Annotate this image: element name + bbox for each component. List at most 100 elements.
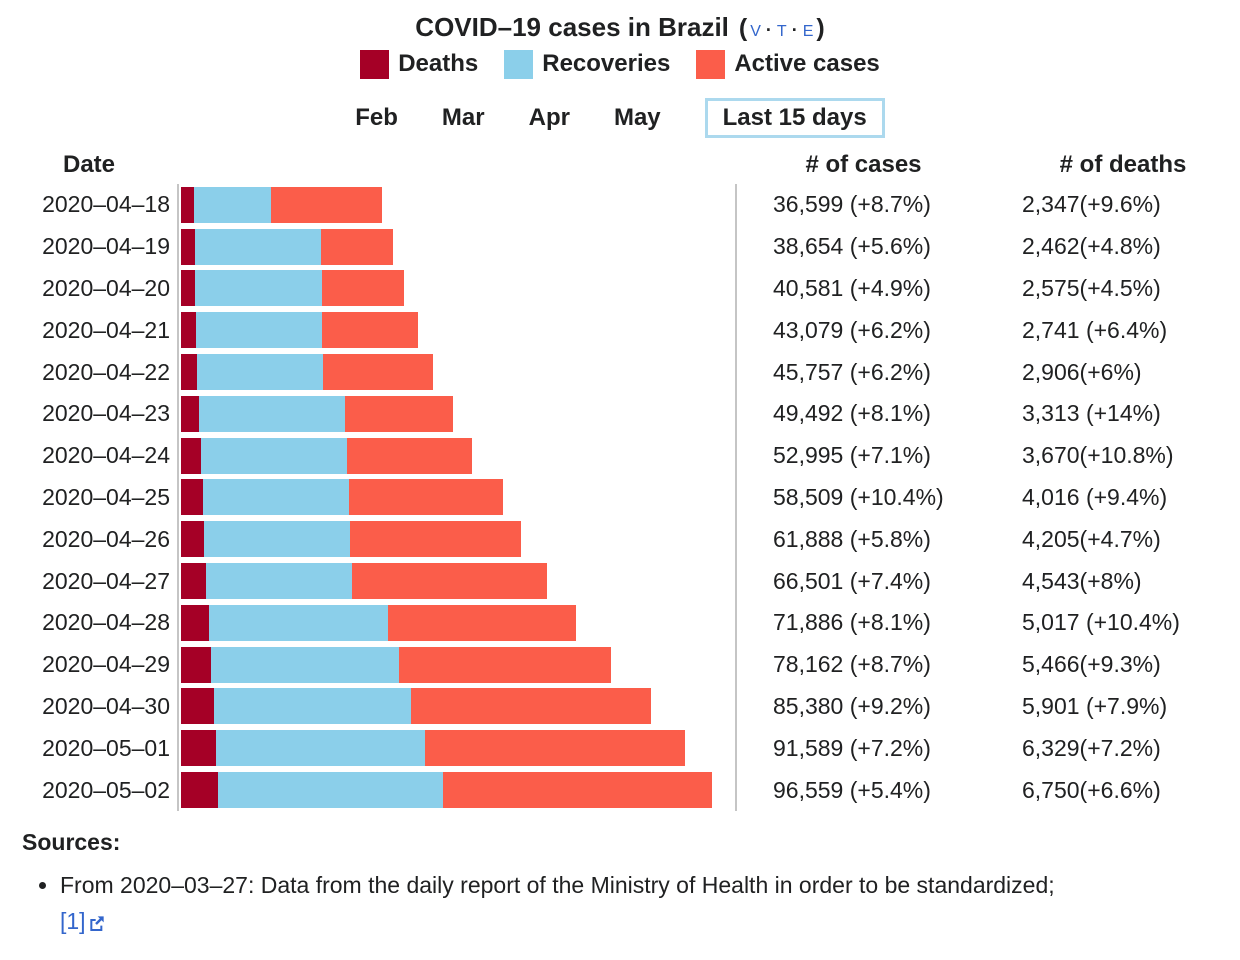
cases-cell: 71,886 (+8.1%): [773, 609, 931, 636]
deaths-segment: [181, 688, 214, 725]
chart-legend: Deaths Recoveries Active cases: [0, 46, 1240, 82]
row-date: 2020–04–24: [42, 442, 170, 469]
table-row: 2020–04–19 38,654 (+5.6%) 2,462(+4.8%): [0, 226, 1240, 268]
cases-cell: 61,888 (+5.8%): [773, 525, 931, 552]
tab-may[interactable]: May: [613, 104, 661, 131]
title-row: COVID–19 cases in Brazil (v · t · e): [0, 10, 1240, 44]
legend-item-deaths: Deaths: [360, 49, 479, 79]
cases-bar: [181, 730, 737, 767]
deaths-segment: [181, 772, 219, 809]
table-row: 2020–04–28 71,886 (+8.1%) 5,017 (+10.4%): [0, 602, 1240, 644]
deaths-cell: 5,017 (+10.4%): [1022, 609, 1180, 636]
cases-bar: [181, 395, 737, 432]
column-header-cases: # of cases: [805, 151, 922, 178]
deaths-cell: 2,462(+4.8%): [1022, 233, 1161, 260]
table-row: 2020–04–21 43,079 (+6.2%) 2,741 (+6.4%): [0, 309, 1240, 351]
sources-heading: Sources:: [22, 828, 121, 855]
chart-title: COVID–19 cases in Brazil: [415, 12, 729, 42]
active-segment: [270, 186, 383, 223]
recoveries-segment: [201, 437, 348, 474]
row-date: 2020–04–30: [42, 692, 170, 719]
row-date: 2020–04–27: [42, 567, 170, 594]
active-segment: [387, 604, 577, 641]
cases-bar: [181, 563, 737, 600]
active-segment: [320, 228, 394, 265]
deaths-segment: [181, 730, 216, 767]
tab-feb[interactable]: Feb: [355, 104, 398, 131]
source-item: From 2020–03–27: Data from the daily rep…: [60, 867, 1240, 939]
recoveries-segment: [194, 228, 321, 265]
table-row: 2020–04–23 49,492 (+8.1%) 3,313 (+14%): [0, 393, 1240, 435]
cases-cell: 45,757 (+6.2%): [773, 358, 931, 385]
cases-cell: 96,559 (+5.4%): [773, 776, 931, 803]
external-link-icon: [89, 916, 104, 931]
row-date: 2020–04–25: [42, 483, 170, 510]
sources-list: From 2020–03–27: Data from the daily rep…: [22, 867, 1240, 939]
deaths-cell: 5,901 (+7.9%): [1022, 692, 1168, 719]
deaths-cell: 2,575(+4.5%): [1022, 274, 1161, 301]
row-date: 2020–04–19: [42, 233, 170, 260]
recoveries-segment: [211, 646, 399, 683]
row-date: 2020–04–18: [42, 191, 170, 218]
active-segment: [347, 437, 473, 474]
cases-table: Date # of cases # of deaths 2020–04–18 3…: [0, 150, 1240, 811]
cases-cell: 58,509 (+10.4%): [773, 483, 944, 510]
cases-bar: [181, 521, 737, 558]
row-date: 2020–04–20: [42, 274, 170, 301]
tab-apr[interactable]: Apr: [528, 104, 570, 131]
deaths-segment: [181, 604, 209, 641]
tab-last-15-days[interactable]: Last 15 days: [704, 98, 885, 138]
deaths-segment: [181, 646, 212, 683]
vte-edit-link[interactable]: e: [802, 23, 814, 40]
recoveries-segment: [213, 688, 412, 725]
deaths-cell: 4,205(+4.7%): [1022, 525, 1161, 552]
recoveries-swatch: [504, 49, 534, 79]
source-text: From 2020–03–27: Data from the daily rep…: [60, 871, 1055, 898]
vte-view-link[interactable]: v: [750, 23, 761, 40]
row-date: 2020–04–22: [42, 358, 170, 385]
deaths-segment: [181, 312, 197, 349]
recoveries-segment: [215, 730, 425, 767]
recoveries-segment: [195, 270, 322, 307]
deaths-segment: [181, 186, 194, 223]
deaths-cell: 3,313 (+14%): [1022, 400, 1161, 427]
table-row: 2020–05–01 91,589 (+7.2%) 6,329(+7.2%): [0, 727, 1240, 769]
deaths-cell: 2,347(+9.6%): [1022, 191, 1161, 218]
table-row: 2020–04–20 40,581 (+4.9%) 2,575(+4.5%): [0, 268, 1240, 310]
bars-left-axis-line: [177, 184, 179, 811]
recoveries-segment: [204, 521, 351, 558]
cases-cell: 36,599 (+8.7%): [773, 191, 931, 218]
active-segment: [349, 479, 503, 516]
deaths-cell: 4,543(+8%): [1022, 567, 1142, 594]
cases-cell: 38,654 (+5.6%): [773, 233, 931, 260]
source-ref-link[interactable]: [1]: [60, 908, 105, 934]
legend-label: Deaths: [398, 50, 479, 77]
vte-talk-link[interactable]: t: [776, 23, 787, 40]
cases-bar: [181, 228, 737, 265]
row-date: 2020–04–23: [42, 400, 170, 427]
active-cases-swatch: [696, 49, 726, 79]
deaths-cell: 5,466(+9.3%): [1022, 651, 1161, 678]
table-row: 2020–04–29 78,162 (+8.7%) 5,466(+9.3%): [0, 644, 1240, 686]
deaths-segment: [181, 395, 200, 432]
table-row: 2020–04–27 66,501 (+7.4%) 4,543(+8%): [0, 560, 1240, 602]
recoveries-segment: [199, 395, 346, 432]
table-header-row: Date # of cases # of deaths: [0, 150, 1240, 180]
tab-mar[interactable]: Mar: [441, 104, 485, 131]
table-body: 2020–04–18 36,599 (+8.7%) 2,347(+9.6%) 2…: [0, 184, 1240, 811]
chart-header: COVID–19 cases in Brazil (v · t · e) Deaths R…: [0, 10, 1240, 140]
cases-cell: 66,501 (+7.4%): [773, 567, 931, 594]
row-date: 2020–05–02: [42, 776, 170, 803]
cases-bar: [181, 688, 737, 725]
cases-cell: 52,995 (+7.1%): [773, 442, 931, 469]
deaths-cell: 2,741 (+6.4%): [1022, 316, 1168, 343]
deaths-cell: 3,670(+10.8%): [1022, 442, 1174, 469]
table-row: 2020–04–24 52,995 (+7.1%) 3,670(+10.8%): [0, 435, 1240, 477]
deaths-segment: [181, 437, 202, 474]
recoveries-segment: [208, 604, 388, 641]
recoveries-segment: [197, 354, 324, 391]
vte-links: (v · t · e): [739, 12, 825, 42]
deaths-cell: 4,016 (+9.4%): [1022, 483, 1168, 510]
row-date: 2020–04–21: [42, 316, 170, 343]
sources-section: Sources: From 2020–03–27: Data from the …: [0, 829, 1240, 939]
